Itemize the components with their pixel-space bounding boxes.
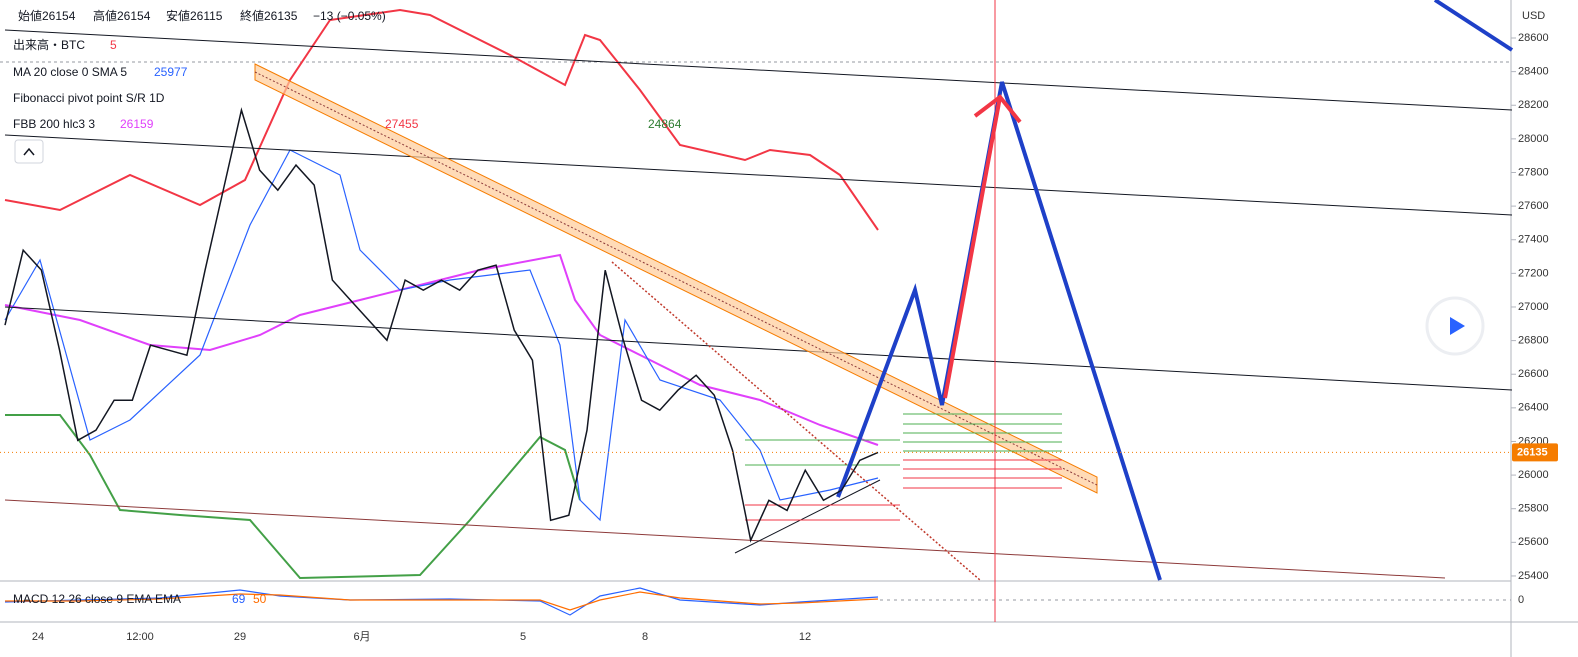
x-tick-label: 5 [520,631,526,643]
support-line [4,499,1446,579]
y-tick-label: 28600 [1518,32,1549,44]
dotted-trend [611,261,981,581]
trend-line [734,479,881,554]
price-tag-label: 26135 [1517,446,1548,458]
y-tick-label: 26400 [1518,402,1549,414]
y-tick-label: 0 [1518,594,1524,606]
trend-line [4,134,1513,216]
header: 始値26154 高値26154 安値26115 終値26135 −13 (−0.… [18,8,386,23]
channel-mid [254,71,1098,486]
y-tick-label: 26000 [1518,469,1549,481]
y-tick-label: 26600 [1518,368,1549,380]
y-tick-label: 28400 [1518,66,1549,78]
change: −13 (−0.05%) [313,9,386,23]
x-tick-label: 8 [642,631,648,643]
y-tick-label: 25400 [1518,570,1549,582]
legend-ma: MA 20 close 0 SMA 5 [13,65,127,79]
y-tick-label: 28200 [1518,99,1549,111]
y-tick-label: 27600 [1518,200,1549,212]
ohlc: 終値26135 [240,8,298,23]
bb-upper [4,8,879,231]
currency: USD [1522,10,1545,22]
fib-levels [745,413,1062,521]
legend-value: 25977 [154,65,188,79]
y-tick-label: 25600 [1518,536,1549,548]
signal-line [5,591,879,611]
y-tick-label: 25800 [1518,503,1549,515]
arrow [943,96,1002,399]
x-tick-label: 29 [234,631,246,643]
x-tick-label: 12 [799,631,811,643]
legend-pivot: Fibonacci pivot point S/R 1D [13,91,165,105]
y-tick-label: 27000 [1518,301,1549,313]
legend-value: 26159 [120,117,154,131]
x-tick-label: 24 [32,631,44,643]
price-tag [1512,443,1558,462]
pivot-label: 27455 [385,117,419,131]
trend-lines [4,29,1513,391]
legend-value: 69 [232,592,246,606]
ohlc: 始値26154 [18,8,76,23]
ohlc: 安値26115 [166,8,223,23]
y-tick-label: 27200 [1518,267,1549,279]
trend-line [4,306,1513,391]
legend-macd: MACD 12 26 close 9 EMA EMA [13,592,181,606]
forecast-path [836,81,1162,581]
x-tick-label: 12:00 [126,631,154,643]
bb-lower [5,414,581,580]
legend-value: 5 [110,38,117,52]
legend-value: 50 [253,592,267,606]
ohlc: 高値26154 [93,8,151,23]
play-button[interactable] [1425,296,1485,356]
collapse-button[interactable] [14,139,44,164]
arrow-head [973,94,1022,124]
legend-fbb: FBB 200 hlc3 3 [13,117,95,131]
y-tick-label: 26800 [1518,335,1549,347]
y-tick-label: 27400 [1518,234,1549,246]
forecast-path [1433,0,1514,52]
macd-line [4,587,879,616]
x-tick-label: 6月 [353,631,370,643]
trend-line [4,29,1513,111]
legend-volume: 出来高・BTC [13,37,85,52]
price-line [4,107,879,543]
y-tick-label: 28000 [1518,133,1549,145]
pivot-label: 24864 [648,117,682,131]
y-tick-label: 27800 [1518,166,1549,178]
ma-line [4,149,879,522]
